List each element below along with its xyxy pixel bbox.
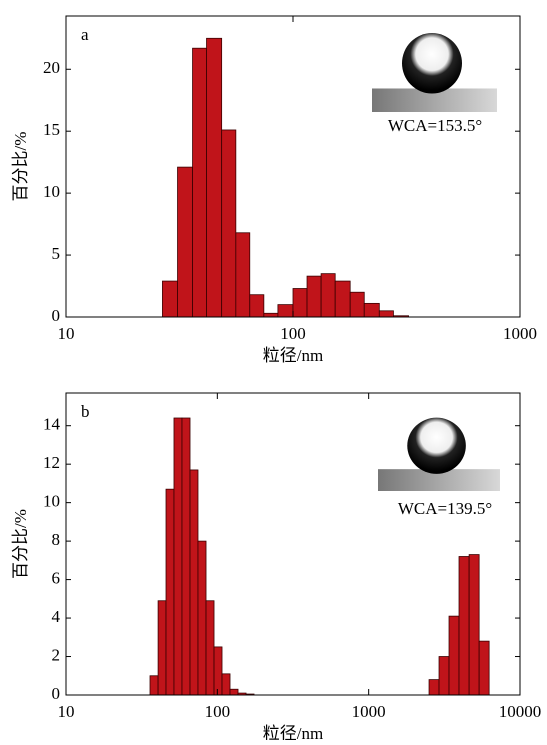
y-tick-label: 10	[43, 182, 60, 201]
droplet	[402, 33, 462, 94]
bar	[177, 166, 193, 318]
bar	[189, 469, 199, 696]
y-tick-label: 5	[52, 244, 61, 263]
bar	[192, 47, 207, 318]
x-tick-label: 10000	[499, 702, 542, 721]
bar	[438, 656, 450, 696]
bar	[263, 312, 279, 318]
bar	[349, 291, 365, 318]
bar	[458, 556, 470, 696]
bar	[173, 417, 183, 696]
bar	[229, 688, 239, 696]
panel-label: a	[81, 25, 89, 44]
droplet	[407, 417, 466, 474]
x-tick-label: 100	[205, 702, 231, 721]
bar	[363, 302, 380, 318]
y-axis-label: 百分比/%	[11, 132, 30, 202]
y-tick-label: 2	[52, 645, 61, 664]
y-tick-label: 15	[43, 120, 60, 139]
bar	[448, 615, 460, 696]
bar	[320, 273, 336, 318]
bar	[221, 673, 231, 696]
bar	[468, 554, 480, 696]
x-axis-label: 粒径/nm	[263, 724, 323, 740]
x-tick-label: 1000	[352, 702, 386, 721]
x-tick-label: 10	[58, 324, 75, 343]
plot-frame	[65, 392, 521, 696]
contact-angle-image	[378, 417, 500, 491]
bar	[334, 280, 351, 318]
y-tick-label: 10	[43, 492, 60, 511]
bar	[162, 280, 178, 318]
y-tick-label: 0	[52, 684, 61, 703]
bar	[205, 600, 215, 696]
bar	[213, 646, 223, 696]
x-tick-label: 100	[280, 324, 306, 343]
bar	[165, 488, 175, 696]
bar	[249, 294, 265, 318]
bar	[197, 540, 207, 696]
inset-text: WCA=139.5°	[398, 499, 492, 518]
y-tick-label: 4	[52, 607, 61, 626]
bar	[157, 600, 167, 696]
bar	[292, 288, 308, 318]
bar	[428, 679, 440, 696]
bar	[306, 275, 322, 318]
y-axis-label: 百分比/%	[11, 509, 30, 579]
bar	[181, 417, 191, 696]
bar	[235, 232, 251, 318]
y-tick-label: 0	[52, 306, 61, 325]
y-tick-label: 20	[43, 58, 60, 77]
inset-text: WCA=153.5°	[388, 116, 482, 135]
bar	[149, 675, 159, 696]
y-tick-label: 12	[43, 453, 60, 472]
bar	[478, 640, 490, 696]
substrate	[372, 88, 497, 112]
panel-label: b	[81, 402, 90, 421]
contact-angle-image	[372, 33, 497, 112]
y-tick-label: 14	[43, 415, 61, 434]
x-tick-label: 1000	[503, 324, 537, 343]
x-axis-label: 粒径/nm	[263, 346, 323, 365]
bar	[221, 129, 237, 318]
x-tick-label: 10	[58, 702, 75, 721]
substrate	[378, 469, 500, 491]
bar	[277, 304, 294, 318]
y-tick-label: 8	[52, 530, 61, 549]
y-tick-label: 6	[52, 568, 61, 587]
bar	[378, 310, 394, 318]
bar	[206, 37, 223, 318]
